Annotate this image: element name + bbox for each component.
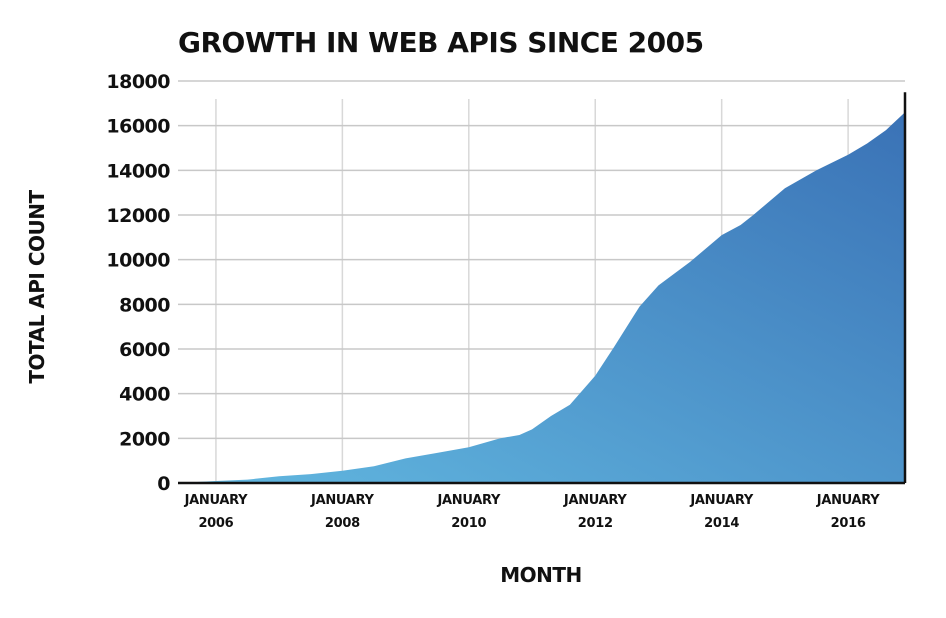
y-tick-label: 10000 <box>106 250 170 272</box>
x-tick-label-year: 2008 <box>325 516 360 531</box>
x-tick-label-year: 2006 <box>198 516 233 531</box>
y-axis-ticks: 0 2000 4000 6000 8000 10000 12000 14000 16000 180… <box>106 71 170 495</box>
x-tick-label-month: JANUARY <box>310 493 374 508</box>
y-tick-label: 14000 <box>106 160 170 182</box>
area-series <box>178 92 907 484</box>
x-tick-label-year: 2010 <box>451 516 486 531</box>
y-tick-label: 8000 <box>119 294 170 316</box>
y-tick-label: 18000 <box>106 71 170 93</box>
y-tick-label: 6000 <box>119 339 170 361</box>
x-tick-label-month: JANUARY <box>184 493 248 508</box>
x-tick-label-year: 2016 <box>831 516 866 531</box>
x-tick-label-year: 2012 <box>578 516 613 531</box>
chart-title: GROWTH IN WEB APIS SINCE 2005 <box>178 26 704 59</box>
x-tick-label-month: JANUARY <box>436 493 500 508</box>
y-tick-label: 0 <box>157 473 170 495</box>
x-tick-label-month: JANUARY <box>816 493 880 508</box>
y-tick-label: 16000 <box>106 116 170 138</box>
x-tick-label-year: 2014 <box>704 516 739 531</box>
x-tick-label-month: JANUARY <box>689 493 753 508</box>
y-tick-label: 4000 <box>119 384 170 406</box>
api-count-area <box>178 112 905 484</box>
x-axis-ticks: JANUARY 2006 JANUARY 2008 JANUARY 2010 JANUARY… <box>184 493 881 531</box>
y-axis-label: TOTAL API COUNT <box>25 190 49 384</box>
y-tick-label: 2000 <box>119 428 170 450</box>
y-tick-label: 12000 <box>106 205 170 227</box>
x-axis-label: MONTH <box>500 563 582 587</box>
x-tick-label-month: JANUARY <box>563 493 627 508</box>
